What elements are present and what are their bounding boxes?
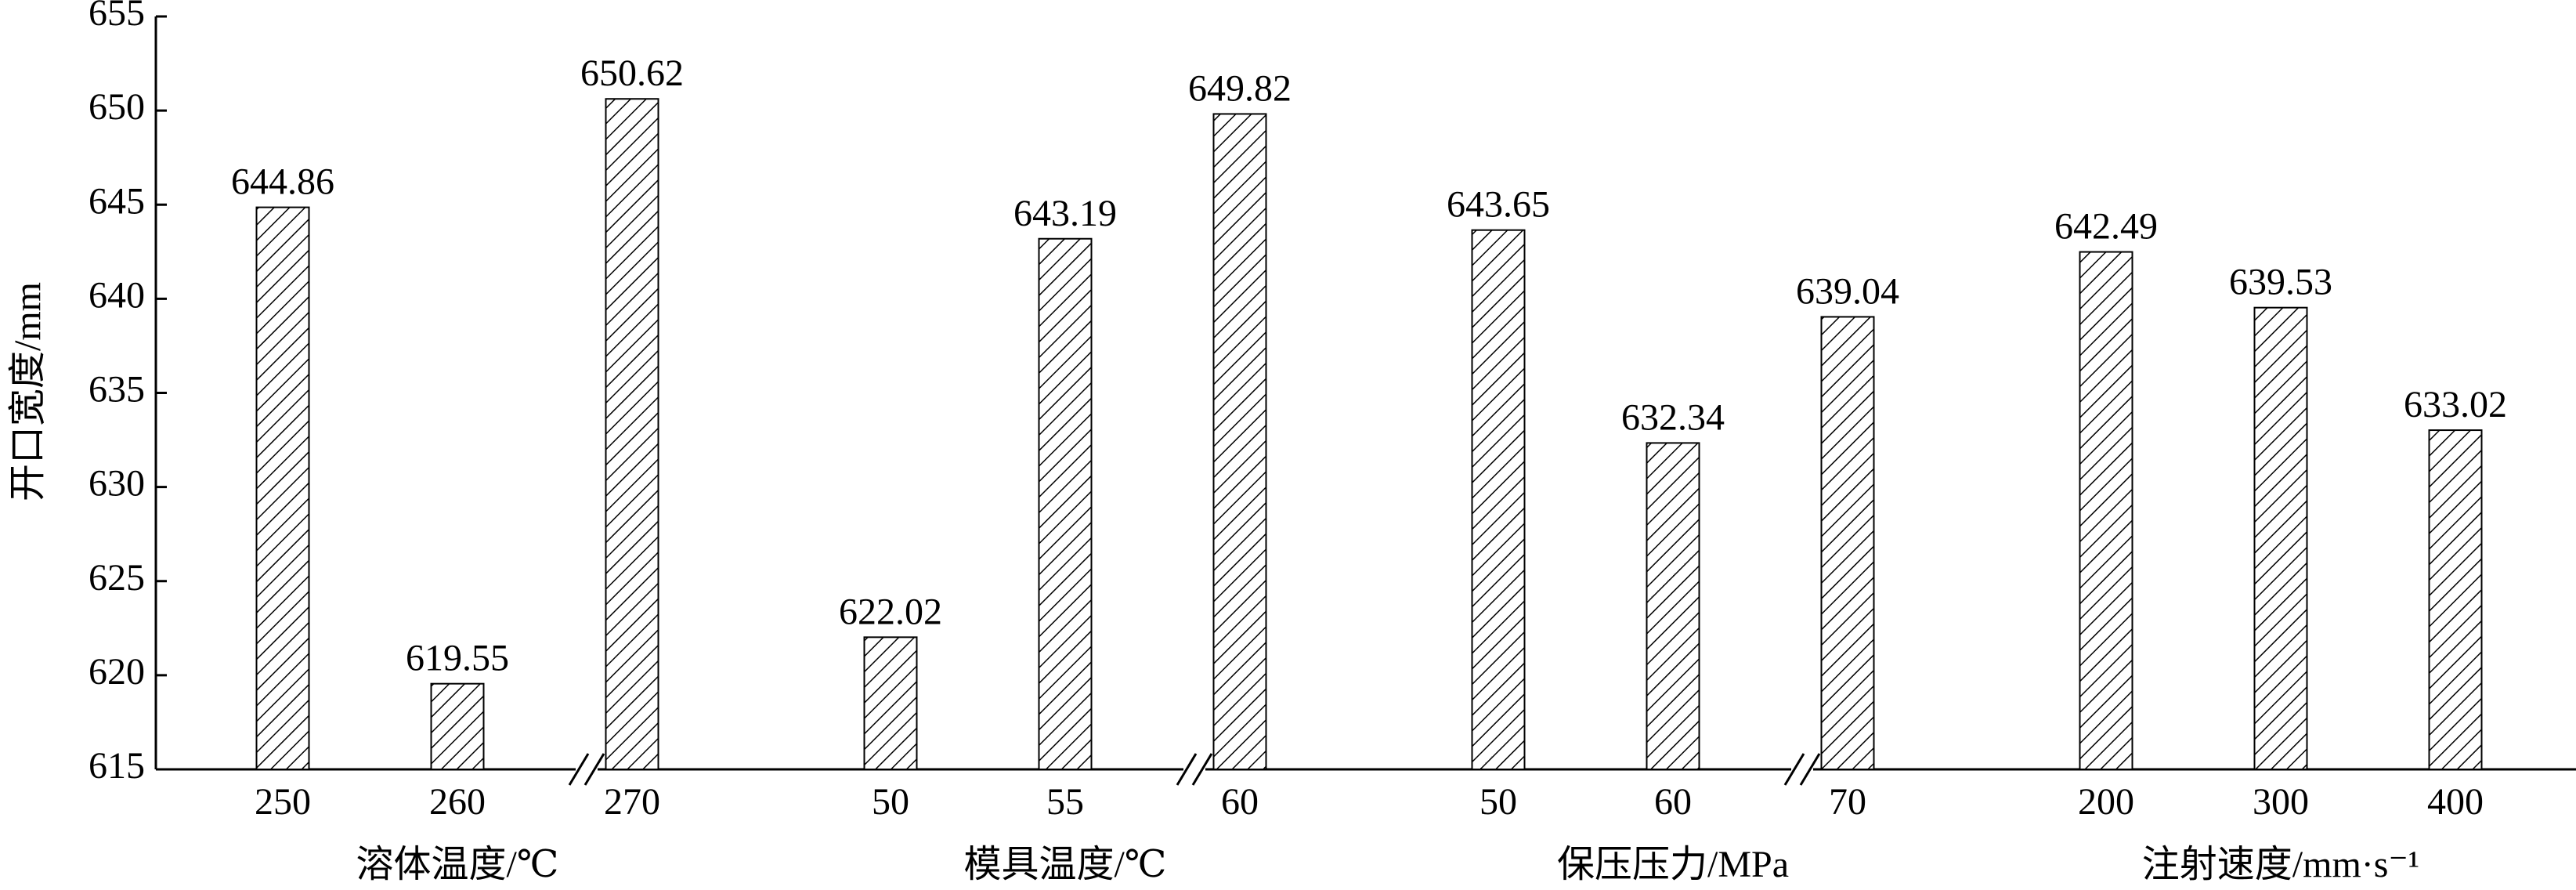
value-label: 643.19 (1013, 193, 1117, 234)
axis-break (583, 753, 605, 786)
y-tick-label: 635 (89, 369, 145, 411)
y-axis-label: 开口宽度/mm (7, 282, 49, 501)
bar (1646, 442, 1700, 770)
bar (1471, 229, 1526, 770)
y-tick-label: 625 (89, 557, 145, 599)
y-tick-label: 655 (89, 0, 145, 34)
x-tick-label: 200 (2078, 781, 2134, 823)
axis-break (1783, 753, 1805, 786)
x-tick-label: 50 (1479, 781, 1517, 823)
group-label: 注射速度/mm·s⁻¹ (2142, 844, 2419, 885)
value-label: 632.34 (1621, 396, 1725, 438)
axis-break-gap (1183, 766, 1205, 772)
value-label: 622.02 (839, 591, 942, 632)
value-label: 642.49 (2054, 206, 2158, 248)
x-tick-label: 60 (1221, 781, 1259, 823)
y-tick-label: 630 (89, 463, 145, 505)
value-label: 633.02 (2404, 384, 2507, 425)
group-label: 溶体温度/℃ (356, 844, 558, 885)
value-label: 643.65 (1447, 184, 1550, 226)
bar (1212, 113, 1267, 770)
y-tick-label: 620 (89, 651, 145, 693)
y-tick-label: 640 (89, 274, 145, 316)
x-tick-label: 260 (429, 781, 486, 823)
group-label: 模具温度/℃ (963, 844, 1166, 885)
x-tick-label: 270 (604, 781, 660, 823)
bar (605, 98, 659, 771)
bar (1820, 316, 1875, 770)
value-label: 619.55 (406, 638, 509, 679)
y-tick-label: 615 (89, 745, 145, 787)
bar (1038, 237, 1093, 771)
group-label: 保压压力/MPa (1557, 844, 1789, 885)
value-label: 639.04 (1796, 270, 1899, 312)
value-label: 639.53 (2229, 262, 2332, 303)
bar (2253, 306, 2308, 770)
value-label: 644.86 (231, 161, 334, 203)
bar (430, 682, 485, 771)
axis-break (1799, 753, 1821, 786)
axis-break-gap (576, 766, 598, 772)
x-tick-label: 70 (1829, 781, 1866, 823)
y-tick-label: 645 (89, 180, 145, 222)
axis-break (1176, 753, 1198, 786)
x-tick-label: 60 (1654, 781, 1692, 823)
axis-break-gap (1791, 766, 1813, 772)
bar (863, 636, 918, 770)
axis-break (1191, 753, 1213, 786)
x-tick-label: 300 (2253, 781, 2309, 823)
bar (2079, 251, 2133, 771)
value-label: 650.62 (580, 52, 684, 94)
x-tick-label: 250 (255, 781, 311, 823)
x-tick-label: 400 (2427, 781, 2484, 823)
y-tick-label: 650 (89, 86, 145, 128)
axis-break (568, 753, 590, 786)
x-tick-label: 50 (872, 781, 909, 823)
bar (2428, 429, 2483, 771)
x-tick-label: 55 (1046, 781, 1084, 823)
bar (255, 206, 310, 770)
value-label: 649.82 (1188, 67, 1292, 109)
